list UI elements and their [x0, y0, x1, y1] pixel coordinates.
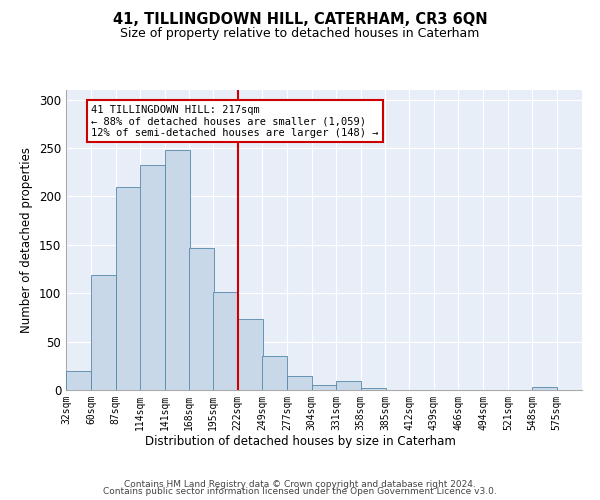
Bar — [532, 387, 557, 390]
Bar — [361, 388, 386, 390]
Text: Contains HM Land Registry data © Crown copyright and database right 2024.: Contains HM Land Registry data © Crown c… — [124, 480, 476, 489]
Bar — [164, 150, 190, 390]
Bar — [336, 382, 361, 390]
Bar — [262, 356, 287, 390]
Text: Contains public sector information licensed under the Open Government Licence v3: Contains public sector information licen… — [103, 488, 497, 496]
Bar — [189, 248, 214, 390]
Bar — [312, 385, 337, 390]
Bar — [140, 166, 165, 390]
Text: 41 TILLINGDOWN HILL: 217sqm
← 88% of detached houses are smaller (1,059)
12% of : 41 TILLINGDOWN HILL: 217sqm ← 88% of det… — [91, 104, 379, 138]
Text: 41, TILLINGDOWN HILL, CATERHAM, CR3 6QN: 41, TILLINGDOWN HILL, CATERHAM, CR3 6QN — [113, 12, 487, 28]
Bar — [91, 275, 116, 390]
Bar — [238, 320, 263, 390]
Bar — [116, 187, 141, 390]
Bar — [287, 376, 313, 390]
Bar — [66, 370, 91, 390]
Text: Size of property relative to detached houses in Caterham: Size of property relative to detached ho… — [121, 28, 479, 40]
Bar — [213, 292, 238, 390]
Text: Distribution of detached houses by size in Caterham: Distribution of detached houses by size … — [145, 435, 455, 448]
Y-axis label: Number of detached properties: Number of detached properties — [20, 147, 34, 333]
